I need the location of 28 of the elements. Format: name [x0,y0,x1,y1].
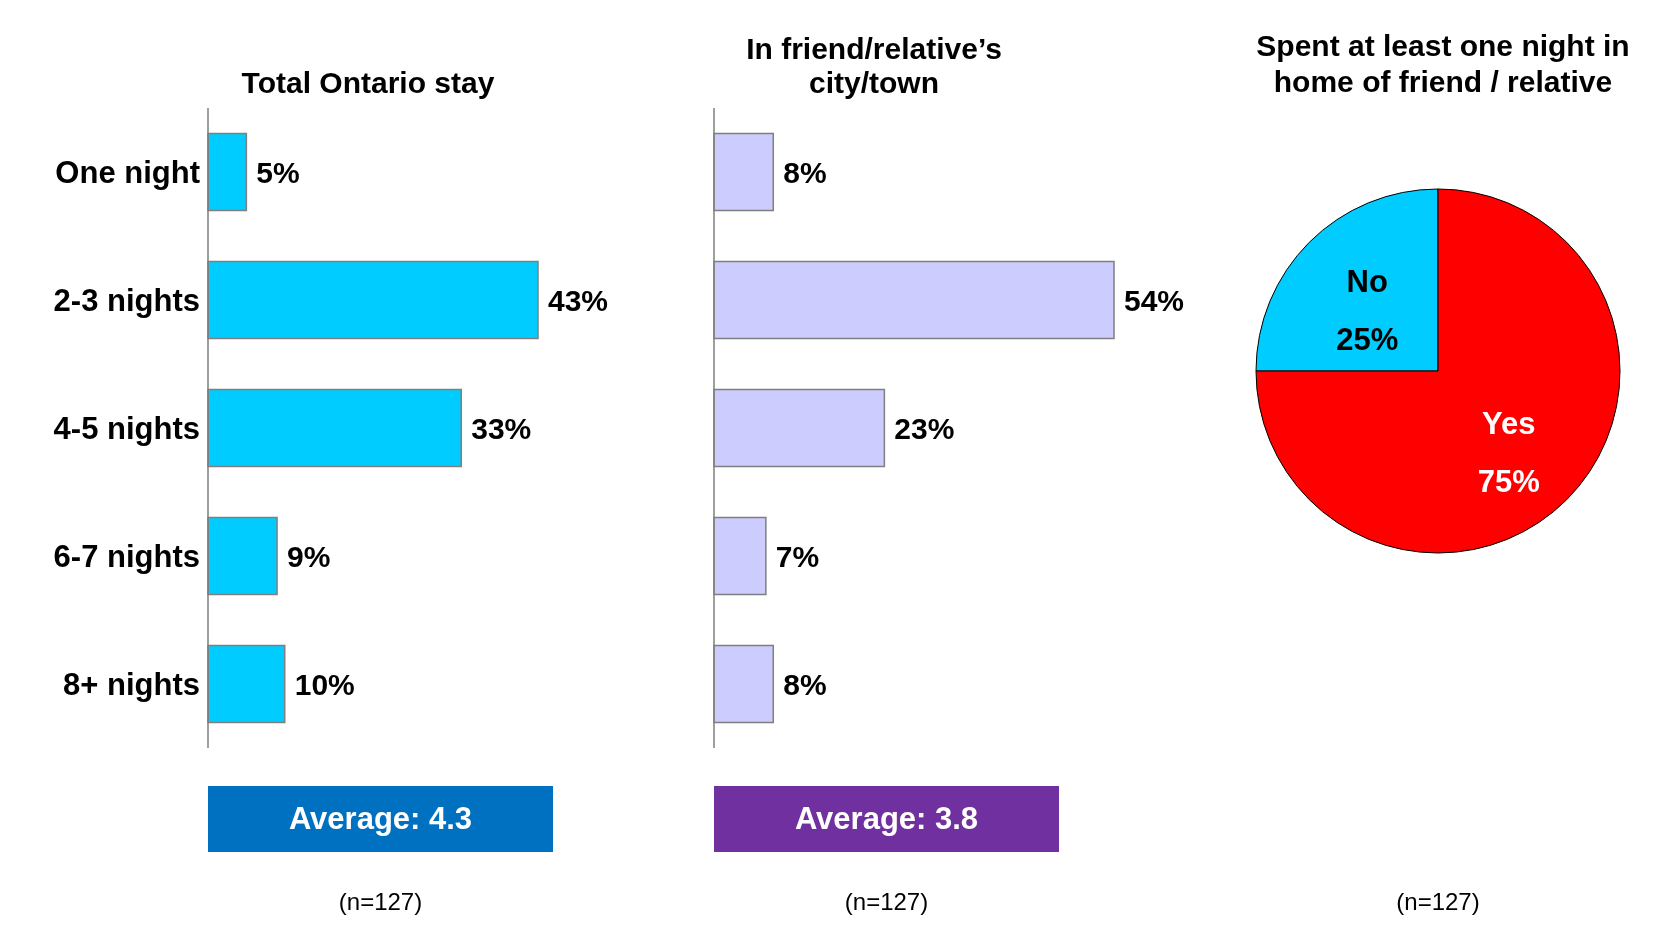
pie-slice [1255,188,1621,554]
y-tick-label: 6-7 nights [53,539,200,575]
data-label: 8% [783,667,827,701]
text: (n=127) [1395,888,1481,916]
data-label: 43% [548,283,609,317]
data-label: 33% [471,411,532,445]
slice-label: Yes [1482,405,1536,441]
chart-title: Total Ontario stay [240,65,496,100]
data-label: 54% [1124,283,1185,317]
data-label: 10% [294,667,355,701]
chart-title: In friend/relative’s city/town [745,31,1003,100]
data-label: 7% [775,539,820,573]
text: (n=127) [337,888,424,916]
chart-title: Spent at least one night in home of friend / relative [1255,28,1631,100]
data-label: 9% [287,539,331,573]
text: (n=127) [843,888,930,916]
y-tick-label: One night [55,155,200,191]
slice-label: No [1346,264,1388,300]
data-label: 23% [894,411,955,445]
data-label: 75% [1477,463,1540,499]
text: Average: 4.3 [208,786,553,852]
data-label: 8% [783,155,827,189]
text: Average: 3.8 [714,786,1059,852]
data-label: 5% [256,155,300,189]
y-tick-label: 2-3 nights [53,283,200,319]
data-label: 25% [1336,322,1399,358]
y-tick-label: 8+ nights [63,667,200,703]
y-tick-label: 4-5 nights [53,411,200,447]
